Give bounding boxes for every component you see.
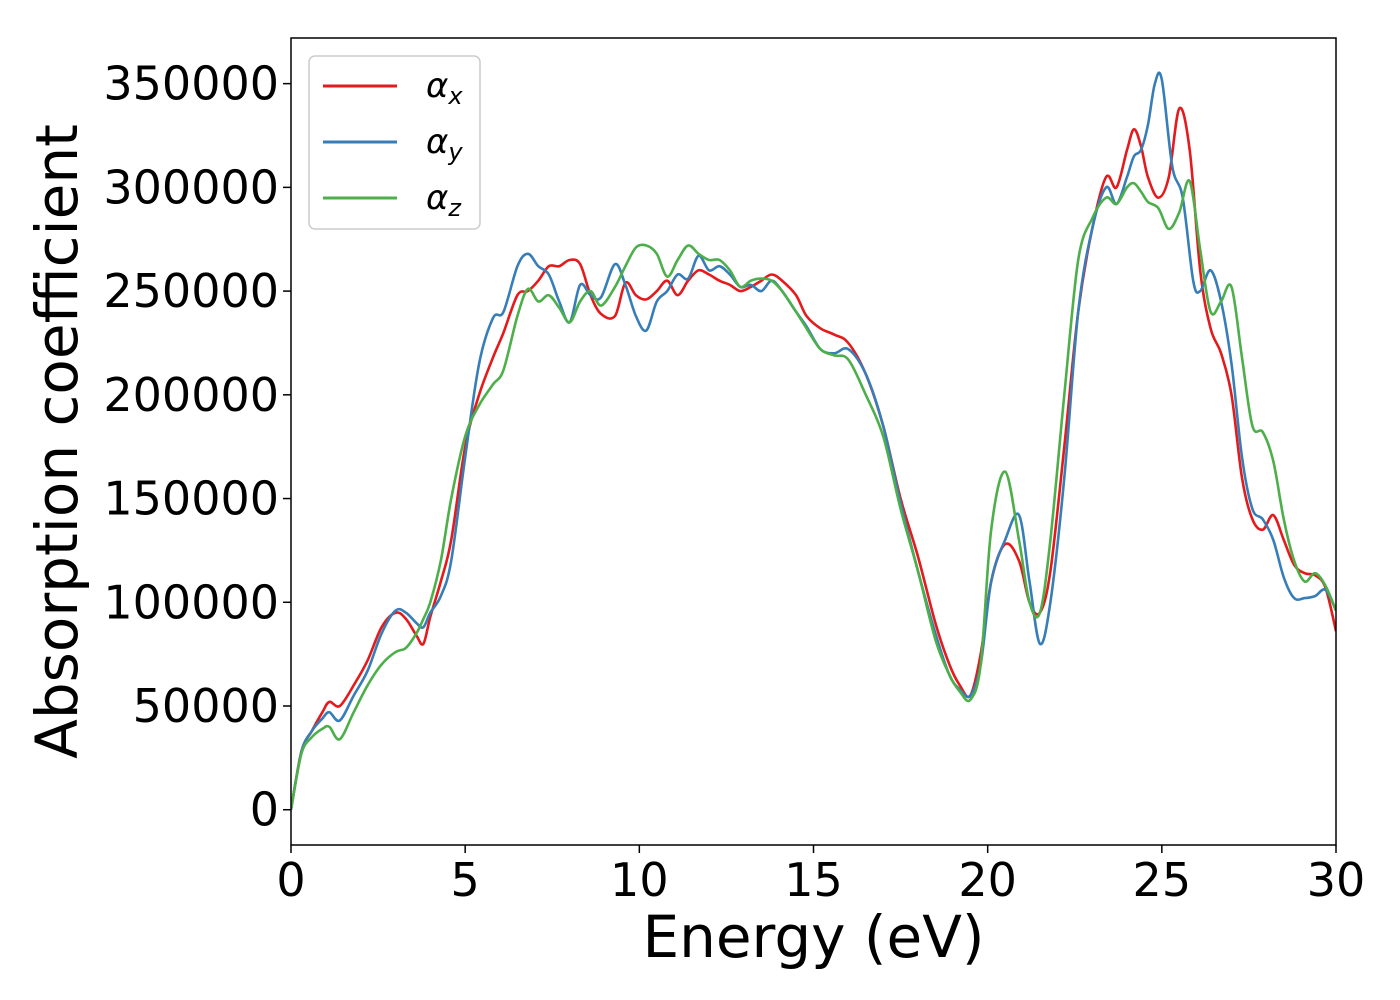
x-tick-label: 10	[610, 853, 669, 907]
y-tick-label: 50000	[133, 679, 279, 733]
x-tick-label: 0	[276, 853, 305, 907]
y-tick-label: 150000	[103, 472, 279, 526]
y-tick-label: 200000	[103, 368, 279, 422]
y-tick-label: 0	[250, 783, 279, 837]
x-axis: 0 5 10 15 20 25 30	[276, 845, 1365, 907]
y-axis-label: Absorption coefficient	[23, 124, 91, 759]
y-axis: 0 50000 100000 150000 200000 250000 300000 3500…	[103, 57, 291, 837]
plot-lines	[291, 71, 1336, 810]
x-tick-label: 5	[451, 853, 480, 907]
y-tick-label: 100000	[103, 575, 279, 629]
x-tick-label: 15	[784, 853, 843, 907]
y-tick-label: 250000	[103, 264, 279, 318]
x-tick-label: 20	[958, 853, 1017, 907]
series-line-x	[291, 106, 1336, 810]
y-tick-label: 350000	[103, 57, 279, 111]
x-axis-label: Energy (eV)	[642, 903, 984, 971]
y-tick-label: 300000	[103, 160, 279, 214]
series-line-z	[291, 179, 1336, 810]
x-tick-label: 30	[1307, 853, 1366, 907]
x-tick-label: 25	[1133, 853, 1192, 907]
